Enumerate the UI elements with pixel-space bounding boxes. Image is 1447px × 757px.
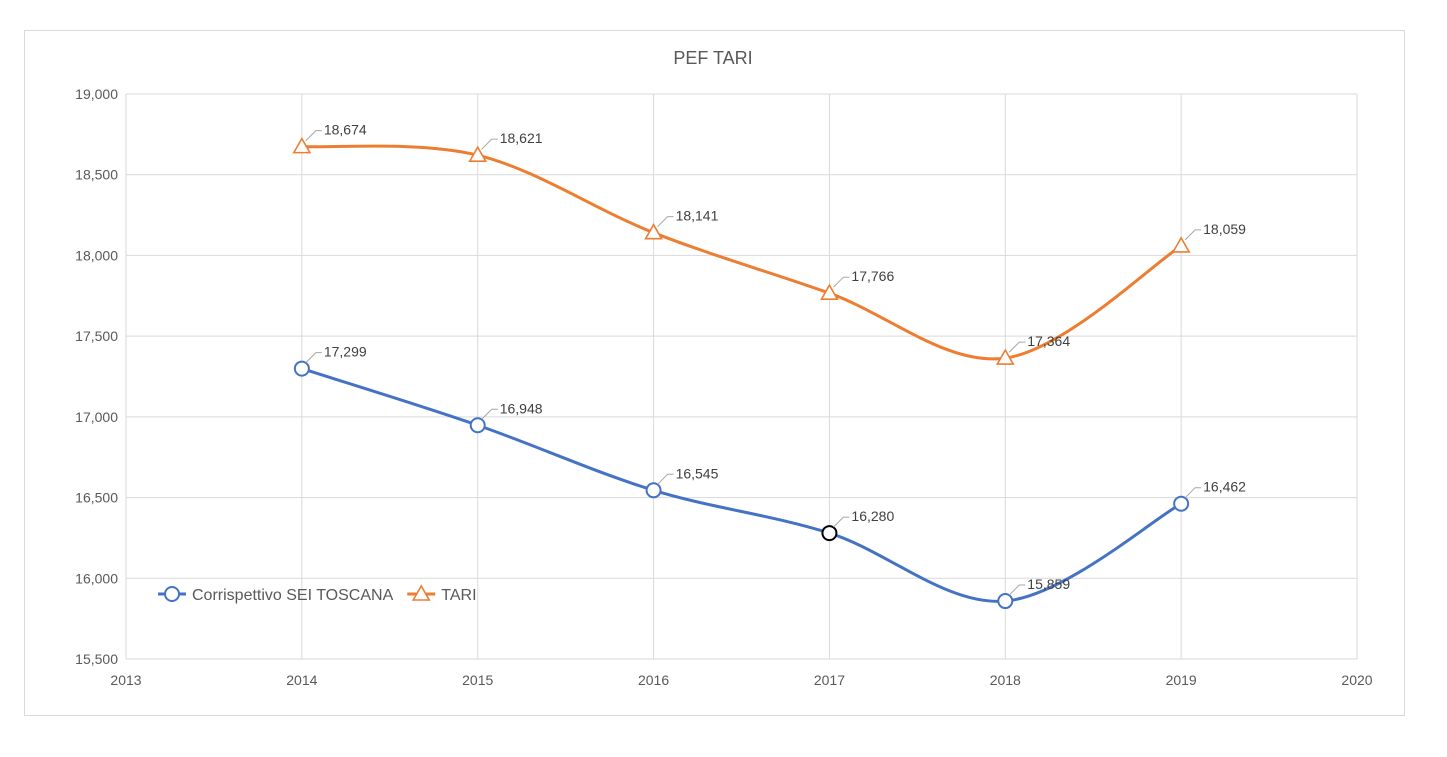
- data-label: 16,948: [500, 400, 543, 416]
- series-line-corrispettivo-sei-toscana: [301, 367, 1182, 603]
- data-point: [469, 417, 486, 434]
- leader-line: [657, 216, 674, 228]
- data-label: 17,299: [324, 344, 367, 360]
- x-tick-label: 2016: [638, 672, 669, 688]
- data-label: 18,674: [324, 122, 367, 138]
- leader-line: [833, 516, 850, 528]
- x-tick-label: 2013: [110, 672, 141, 688]
- y-tick-label: 16,000: [75, 570, 118, 586]
- data-label: 16,280: [851, 508, 894, 524]
- leader-line: [657, 473, 674, 485]
- x-tick-label: 2014: [286, 672, 317, 688]
- chart-area: [24, 30, 1405, 716]
- data-point: [1171, 236, 1191, 253]
- leader-line: [1184, 487, 1202, 499]
- y-tick-label: 17,000: [75, 409, 118, 425]
- leader-line: [305, 352, 322, 363]
- leader-line: [481, 408, 498, 420]
- data-label: 16,462: [1203, 479, 1246, 495]
- data-label: 18,141: [676, 208, 719, 224]
- data-label: 16,545: [676, 465, 719, 481]
- y-tick-label: 18,500: [75, 167, 118, 183]
- data-label: 18,059: [1203, 221, 1246, 237]
- leader-line: [1184, 229, 1202, 241]
- data-label: 17,766: [851, 268, 894, 284]
- data-point: [995, 348, 1015, 365]
- y-tick-label: 17,500: [75, 328, 118, 344]
- x-tick-label: 2018: [990, 672, 1021, 688]
- data-point: [1173, 495, 1190, 512]
- series-group: [292, 137, 1191, 610]
- legend: Corrispettivo SEI TOSCANA TARI: [158, 584, 477, 604]
- data-label: 15,859: [1027, 576, 1070, 592]
- y-tick-label: 15,500: [75, 651, 118, 667]
- legend-marker: [164, 586, 180, 602]
- data-point: [820, 283, 839, 301]
- x-tick-label: 2015: [462, 672, 493, 688]
- data-point: [292, 137, 312, 154]
- data-label: 17,364: [1027, 333, 1070, 349]
- leader-line: [1008, 341, 1026, 353]
- legend-item-tari: TARI: [407, 584, 477, 604]
- data-point: [645, 482, 662, 499]
- x-tick-label: 2020: [1341, 672, 1372, 688]
- data-label: 18,621: [500, 130, 543, 146]
- data-labels: 17,299 16,948 16,545 16,280 15,859 16,462 18,6…: [305, 122, 1246, 596]
- x-tick-label: 2019: [1166, 672, 1197, 688]
- legend-item-corrispettivo-sei-toscana: Corrispettivo SEI TOSCANA: [158, 586, 394, 604]
- data-point: [644, 223, 663, 240]
- leader-line: [833, 276, 850, 288]
- data-point: [293, 360, 310, 377]
- axes: 15,500 16,000 16,500 17,000 17,500 18,000 18,5…: [75, 86, 1373, 688]
- legend-label: TARI: [441, 587, 476, 604]
- data-point: [821, 525, 838, 542]
- leader-line: [481, 138, 498, 150]
- data-point: [468, 145, 488, 162]
- legend-label: Corrispettivo SEI TOSCANA: [192, 587, 394, 604]
- series-line-tari: [301, 144, 1182, 361]
- data-point: [997, 593, 1014, 610]
- chart-title: PEF TARI: [673, 48, 752, 68]
- y-tick-label: 18,000: [75, 247, 118, 263]
- legend-marker: [411, 584, 431, 601]
- gridlines: [125, 93, 1358, 660]
- y-tick-label: 16,500: [75, 490, 118, 506]
- leader-line: [1008, 584, 1026, 596]
- x-tick-label: 2017: [814, 672, 845, 688]
- y-tick-label: 19,000: [75, 86, 118, 102]
- leader-line: [305, 130, 322, 141]
